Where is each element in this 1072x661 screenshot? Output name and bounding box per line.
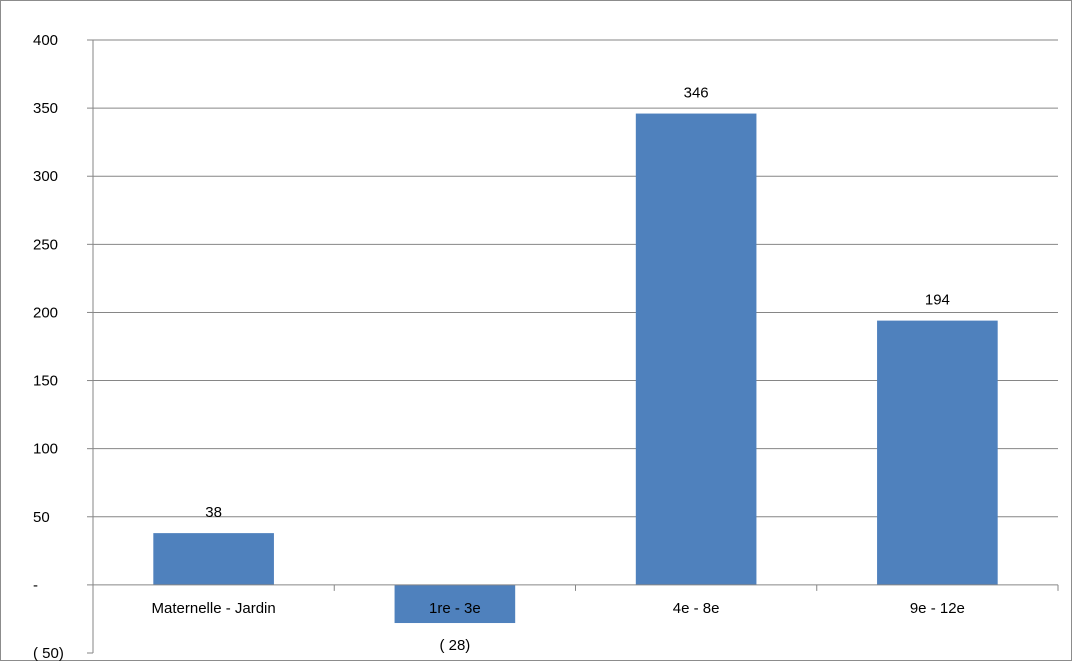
bars — [153, 113, 998, 624]
y-tick-label: ( 50) — [33, 645, 64, 661]
x-tick-label: 9e - 12e — [910, 600, 965, 617]
data-label: 194 — [925, 292, 950, 309]
bar — [153, 533, 274, 585]
labels: 400 350 300 250 200 150 100 50 - ( 50) Maternelle … — [33, 32, 965, 661]
x-tick-label: Maternelle - Jardin — [152, 600, 276, 617]
bar — [877, 320, 998, 585]
y-tick-label: 100 — [33, 441, 58, 458]
y-tick-label: 350 — [33, 100, 58, 117]
x-tick-label: 4e - 8e — [673, 600, 720, 617]
data-label: 346 — [684, 85, 709, 102]
y-tick-label: 150 — [33, 373, 58, 390]
y-tick-label: 200 — [33, 304, 58, 321]
data-label: ( 28) — [439, 637, 470, 654]
x-tick-label: 1re - 3e — [429, 600, 481, 617]
y-tick-label: 50 — [33, 509, 50, 526]
y-tick-label: 300 — [33, 168, 58, 185]
y-tick-label: - — [33, 577, 38, 594]
bar — [394, 584, 516, 624]
bar — [635, 113, 757, 585]
y-tick-label: 400 — [33, 32, 58, 49]
axes — [87, 39, 1059, 654]
y-tick-label: 250 — [33, 236, 58, 253]
data-label: 38 — [205, 504, 222, 521]
